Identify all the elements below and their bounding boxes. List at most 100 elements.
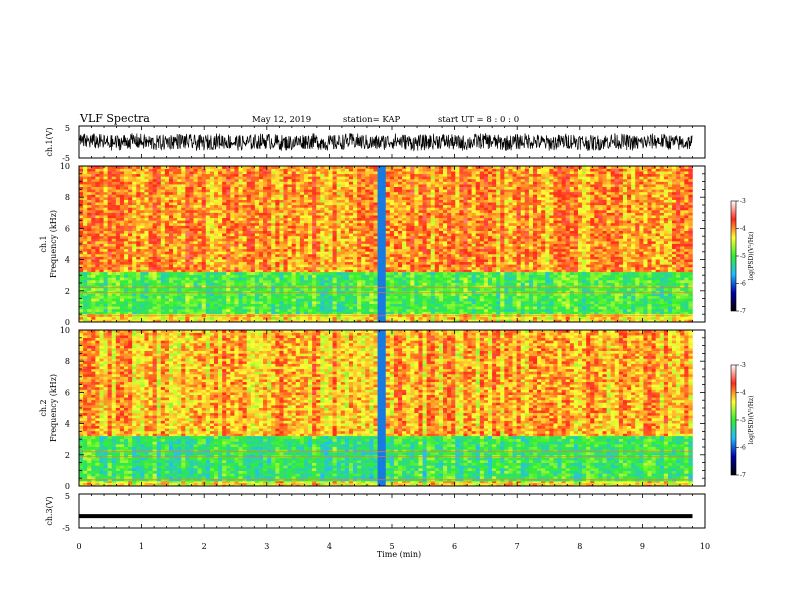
spectrogram-cell	[230, 256, 235, 260]
spectrogram-cell	[659, 230, 665, 234]
spectrogram-cell	[119, 209, 125, 213]
spectrogram-cell	[353, 230, 358, 234]
spectrogram-cell	[234, 269, 239, 273]
spectrogram-cell	[308, 194, 313, 198]
spectrogram-cell	[164, 266, 170, 270]
spectrogram-cell	[128, 194, 133, 198]
spectrogram-cell	[557, 191, 562, 195]
spectrogram-cell	[115, 233, 121, 237]
spectrogram-cell	[181, 261, 186, 265]
spectrogram-cell	[385, 197, 391, 200]
spectrogram-cell	[565, 243, 571, 247]
spectrogram-cell	[283, 259, 288, 263]
spectrogram-cell	[267, 230, 272, 234]
spectrogram-cell	[123, 235, 129, 239]
spectrogram-cell	[647, 246, 652, 250]
spectrogram-cell	[164, 261, 170, 265]
spectrogram-cell	[549, 199, 554, 203]
spectrogram-cell	[324, 217, 329, 221]
spectrogram-cell	[344, 204, 350, 208]
spectrogram-cell	[369, 207, 374, 211]
spectrogram-cell	[541, 251, 546, 255]
spectrogram-cell	[655, 207, 661, 211]
spectrogram-cell	[643, 269, 648, 273]
spectrogram-cell	[688, 233, 693, 237]
spectrogram-cell	[324, 251, 329, 255]
spectrogram-cell	[168, 197, 174, 200]
spectrogram-cell	[123, 266, 129, 270]
spectrogram-cell	[414, 204, 419, 208]
spectrogram-cell	[303, 243, 309, 247]
spectrogram-cell	[168, 248, 174, 252]
spectrogram-cell	[602, 228, 607, 231]
spectrogram-cell	[132, 246, 137, 250]
spectrogram-cell	[87, 225, 92, 229]
spectrogram-cell	[357, 261, 362, 265]
spectrogram-cell	[402, 235, 407, 239]
spectrogram-cell	[148, 191, 153, 195]
spectrogram-cell	[627, 246, 632, 250]
spectrogram-cell	[590, 233, 595, 237]
spectrogram-cell	[189, 202, 194, 206]
spectrogram-cell	[643, 189, 648, 193]
spectrogram-cell	[590, 207, 595, 211]
spectrogram-cell	[340, 194, 346, 198]
spectrogram-cell	[332, 248, 337, 252]
spectrogram-cell	[586, 248, 591, 252]
spectrogram-cell	[602, 248, 607, 252]
spectrogram-cell	[218, 215, 223, 219]
spectrogram-cell	[639, 189, 644, 193]
spectrogram-cell	[128, 225, 133, 229]
spectrogram-cell	[639, 241, 644, 244]
spectrogram-cell	[95, 251, 100, 255]
spectrogram-cell	[398, 207, 403, 211]
spectrogram-cell	[549, 246, 554, 250]
spectrogram-cell	[365, 186, 370, 190]
spectrogram-cell	[271, 197, 276, 200]
spectrogram-cell	[598, 220, 603, 224]
spectrogram-cell	[168, 246, 174, 250]
spectrogram-cell	[299, 225, 305, 229]
spectrogram-cell	[590, 269, 595, 273]
spectrogram-cell	[573, 220, 579, 224]
spectrogram-cell	[631, 215, 636, 219]
spectrogram-cell	[627, 241, 632, 244]
spectrogram-cell	[631, 222, 636, 226]
spectrogram-cell	[340, 238, 346, 242]
spectrogram-cell	[479, 197, 485, 200]
spectrogram-cell	[213, 189, 219, 193]
spectrogram-cell	[631, 269, 636, 273]
spectrogram-cell	[418, 215, 423, 219]
spectrogram-cell	[164, 256, 170, 260]
spectrogram-cell	[577, 266, 583, 270]
spectrogram-cell	[181, 256, 186, 260]
spectrogram-cell	[336, 269, 342, 273]
spectrogram-cell	[561, 235, 566, 239]
spectrogram-cell	[344, 189, 350, 193]
spectrogram-cell	[299, 266, 305, 270]
spectrogram-cell	[594, 228, 599, 231]
spectrogram-cell	[263, 238, 268, 242]
spectrogram-cell	[606, 243, 611, 247]
spectrogram-cell	[197, 202, 202, 206]
spectrogram-cell	[528, 194, 534, 198]
spectrogram-cell	[79, 207, 84, 211]
spectrogram-cell	[287, 256, 292, 260]
spectrogram-cell	[606, 261, 611, 265]
spectrogram-cell	[160, 197, 166, 200]
spectrogram-cell	[246, 228, 252, 231]
spectrogram-cell	[336, 243, 342, 247]
spectrogram-cell	[406, 248, 411, 252]
spectrogram-cell	[463, 256, 468, 260]
spectrogram-cell	[111, 207, 117, 211]
spectrogram-cell	[438, 204, 444, 208]
spectrogram-cell	[586, 233, 591, 237]
spectrogram-cell	[451, 269, 456, 273]
spectrogram-cell	[434, 191, 440, 195]
spectrogram-cell	[205, 259, 211, 263]
spectrogram-cell	[246, 266, 252, 270]
spectrogram-cell	[573, 248, 579, 252]
spectrogram-cell	[418, 207, 423, 211]
spectrogram-cell	[500, 248, 505, 252]
spectrogram-cell	[655, 199, 661, 203]
